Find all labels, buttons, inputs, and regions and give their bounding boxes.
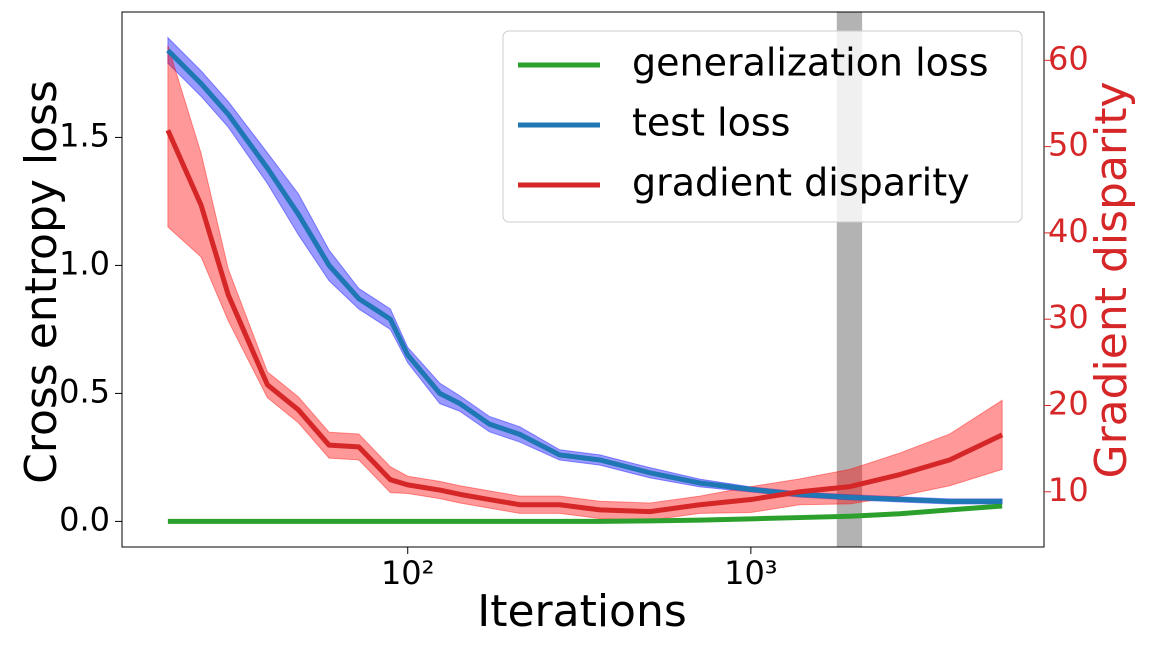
x-tick-label: 10³	[724, 554, 778, 592]
legend-label: gradient disparity	[632, 161, 970, 205]
y2-tick-label: 20	[1048, 384, 1089, 422]
x-axis-label: Iterations	[477, 586, 687, 637]
y2-tick-label: 40	[1048, 212, 1089, 250]
series-line	[165, 129, 1004, 515]
y2-tick-label: 10	[1048, 471, 1089, 509]
plot-frame	[121, 11, 1045, 548]
series-line	[167, 503, 1003, 524]
y2-axis-label: Gradient disparity	[1086, 81, 1137, 478]
y-axis-label: Cross entropy loss	[16, 80, 67, 484]
y-tick-label: 0.0	[59, 500, 110, 538]
series-line	[166, 48, 1003, 504]
y-tick-label: 0.5	[59, 372, 110, 410]
confidence-band	[167, 45, 1003, 521]
legend-box	[502, 30, 1023, 223]
y-tick-label: 1.0	[59, 244, 110, 282]
x-tick-label: 10²	[381, 554, 435, 592]
y2-tick-label: 30	[1048, 298, 1089, 336]
y2-tick-label: 60	[1048, 39, 1089, 77]
y-tick-label: 1.5	[59, 116, 110, 154]
y2-tick-label: 50	[1048, 126, 1089, 164]
legend-label: test loss	[632, 101, 790, 145]
legend-label: generalization loss	[632, 41, 989, 85]
